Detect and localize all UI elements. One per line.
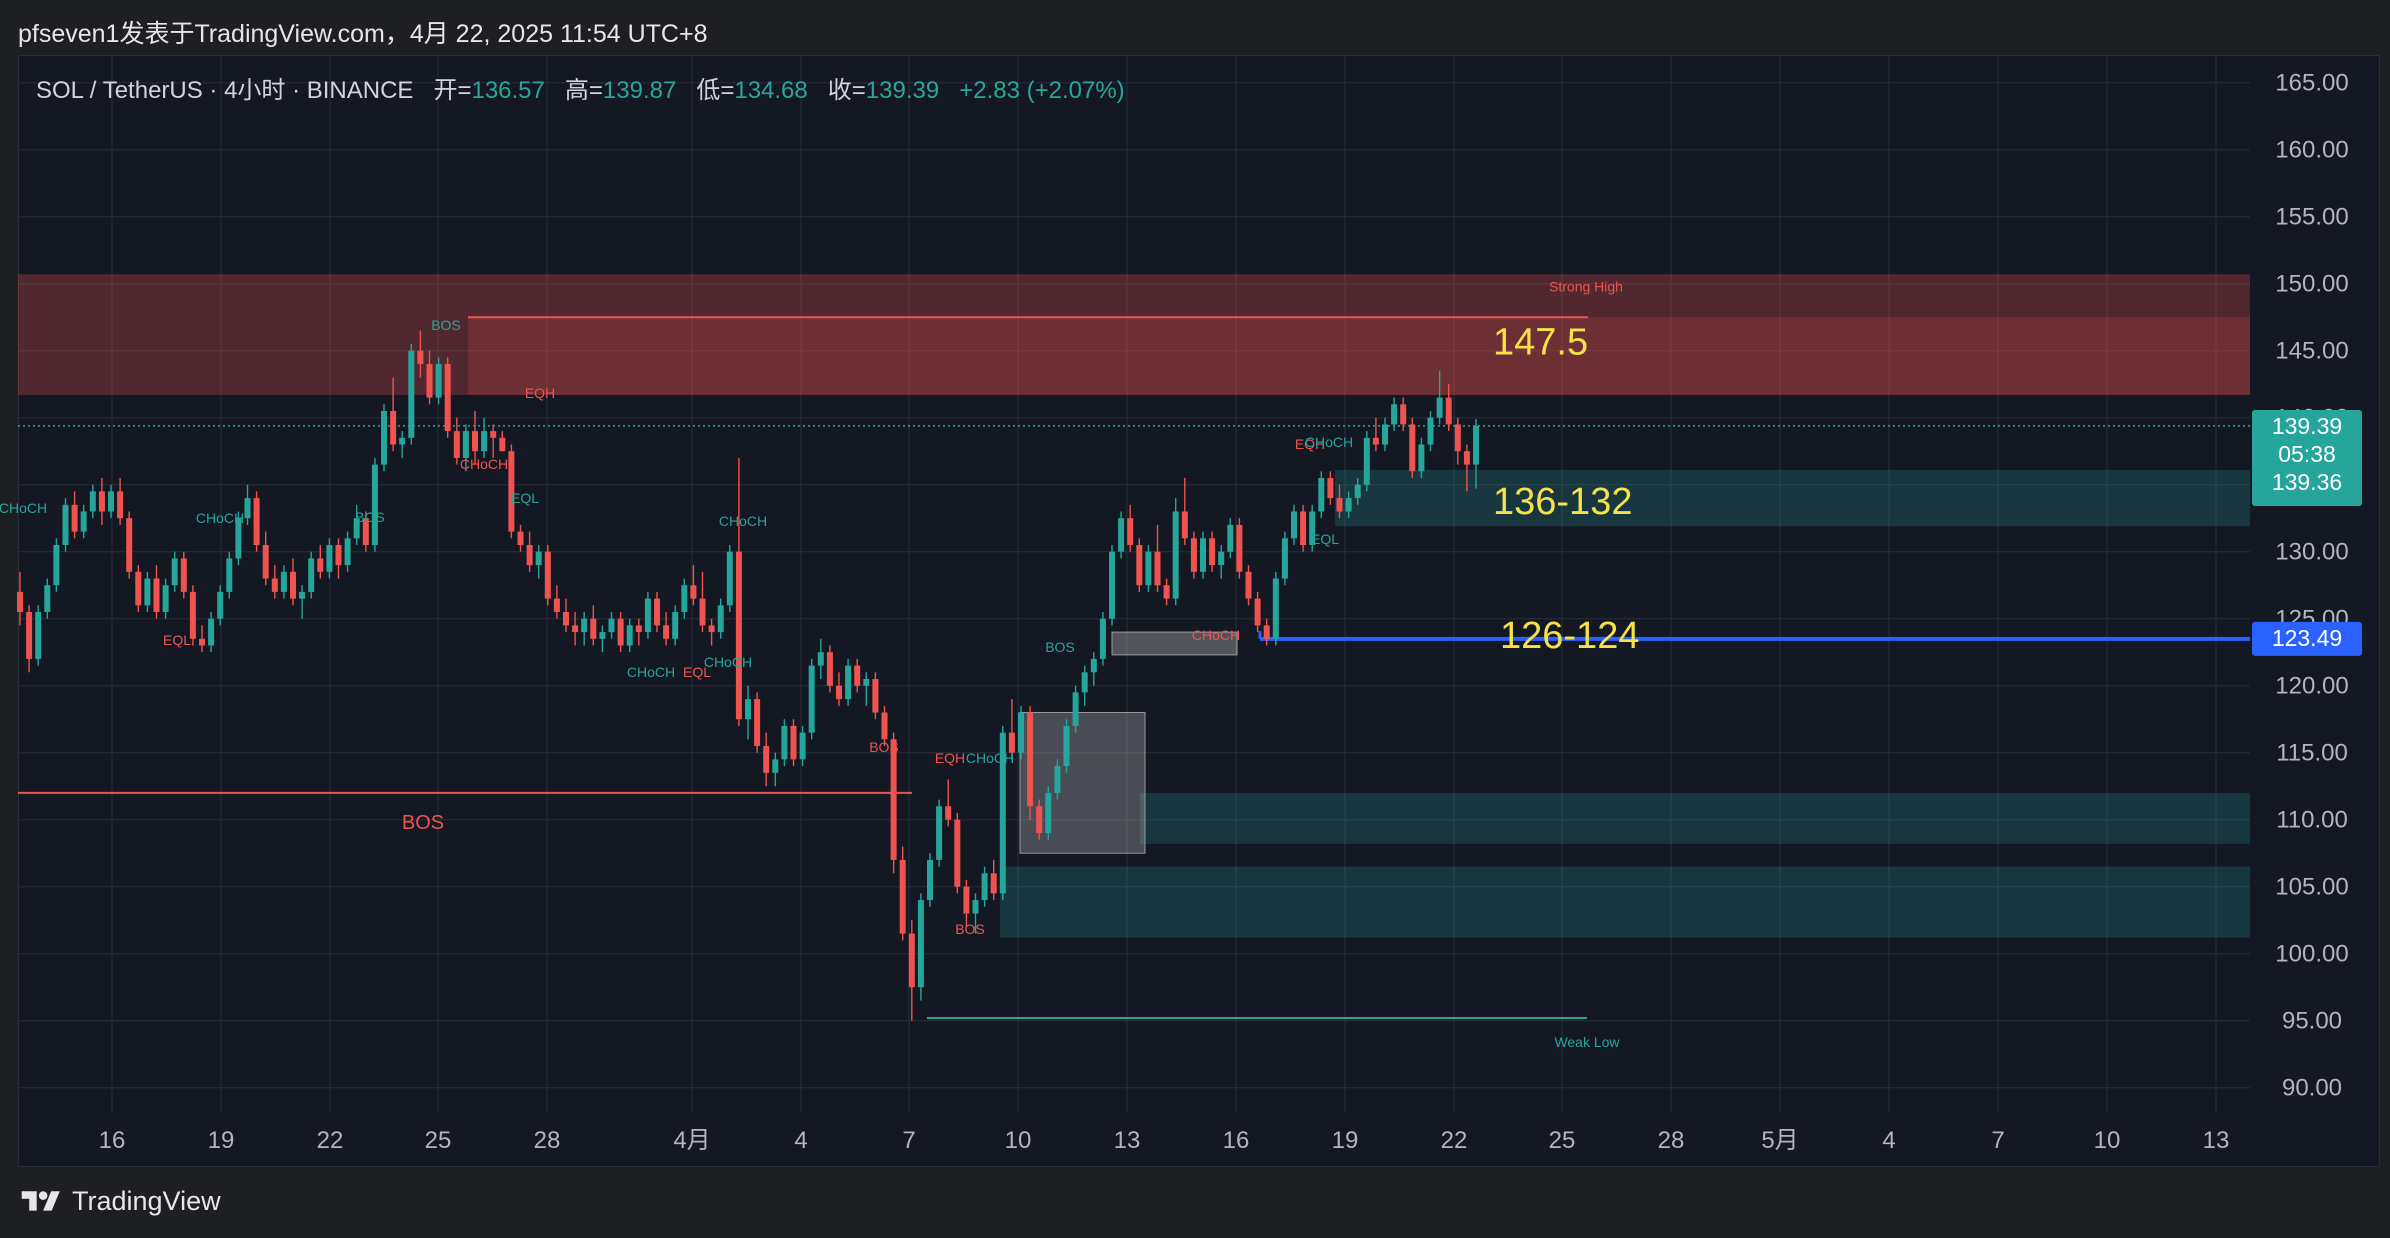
footer-brand[interactable]: TradingView [18, 1186, 221, 1217]
open-value: 136.57 [471, 77, 545, 104]
chart-area[interactable] [18, 55, 2380, 1167]
tradingview-logo-icon [21, 1190, 60, 1211]
publisher-header: pfseven1发表于TradingView.com，4月 22, 2025 1… [18, 20, 708, 48]
close-value: 139.39 [865, 77, 940, 104]
high-label: 高= [564, 77, 603, 104]
brand-name: TradingView [72, 1186, 221, 1216]
ohlc-legend: SOL / TetherUS · 4小时 · BINANCE 开=136.57 … [36, 70, 1125, 105]
change-value: +2.83 (+2.07%) [959, 77, 1125, 104]
close-label: 收= [827, 77, 866, 104]
open-label: 开= [433, 77, 472, 104]
low-value: 134.68 [734, 77, 808, 104]
high-value: 139.87 [602, 77, 677, 104]
symbol-label: SOL / TetherUS · 4小时 · BINANCE [36, 77, 414, 104]
low-label: 低= [696, 77, 735, 104]
